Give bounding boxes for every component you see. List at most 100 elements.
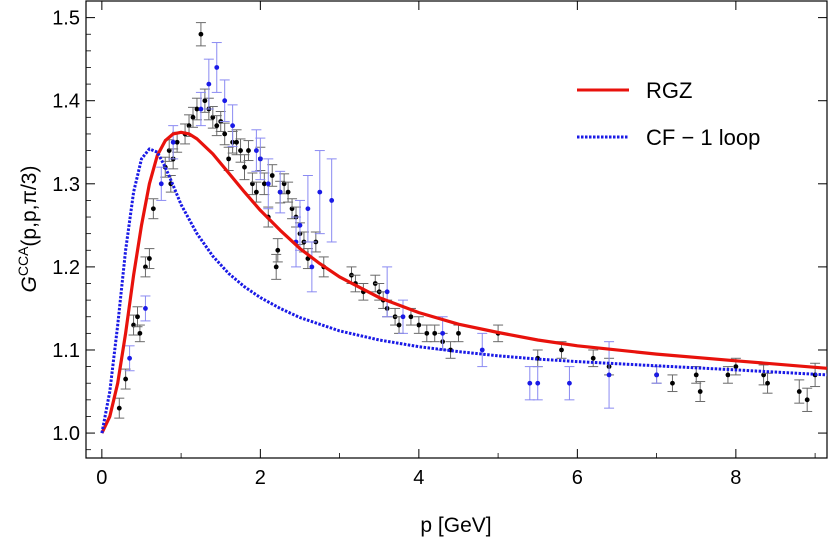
marker	[158, 181, 164, 187]
y-tick-label: 1.1	[52, 340, 80, 362]
marker	[174, 139, 180, 145]
data-point-black	[140, 256, 151, 278]
data-point-black	[762, 372, 773, 394]
data-point-black	[132, 306, 143, 328]
data-point-black	[267, 164, 278, 187]
marker	[242, 164, 247, 170]
data-point-black	[421, 324, 432, 343]
marker	[230, 123, 236, 129]
marker	[400, 314, 406, 320]
data-point-blue	[306, 241, 317, 293]
y-axis-title-args: (p,p,π/3)	[18, 166, 41, 247]
marker	[150, 206, 156, 212]
marker	[206, 81, 212, 87]
data-point-blue	[477, 332, 488, 368]
data-point-blue	[219, 79, 230, 122]
data-point-black	[730, 357, 741, 376]
marker	[277, 189, 283, 195]
data-point-blue	[195, 91, 206, 127]
data-point-blue	[326, 158, 337, 243]
marker	[135, 314, 140, 320]
marker	[432, 330, 438, 336]
data-point-blue	[302, 174, 313, 243]
x-tick-label: 2	[255, 467, 266, 489]
data-point-blue	[604, 341, 615, 409]
data-point-black	[148, 198, 159, 220]
legend-label: RGZ	[646, 78, 692, 103]
data-point-blue	[124, 345, 135, 372]
marker	[479, 347, 485, 353]
data-point-blue	[564, 366, 575, 401]
legend-label: CF − 1 loop	[646, 125, 760, 150]
marker	[670, 380, 675, 386]
data-point-black	[794, 379, 805, 404]
marker	[238, 148, 243, 153]
data-point-black	[259, 172, 270, 196]
data-point-black	[243, 140, 254, 162]
marker	[214, 123, 220, 129]
marker	[535, 380, 541, 386]
marker	[309, 264, 315, 270]
data-point-blue	[255, 137, 266, 181]
marker	[317, 189, 323, 195]
data-point-black	[358, 283, 369, 301]
x-tick-label: 4	[413, 467, 424, 489]
marker	[424, 330, 430, 336]
marker	[257, 156, 263, 162]
data-point-black	[199, 88, 210, 113]
data-point-blue	[437, 316, 448, 351]
marker	[725, 372, 731, 378]
marker	[198, 31, 204, 37]
marker	[590, 355, 596, 361]
data-point-black	[207, 106, 218, 129]
data-point-blue	[211, 42, 222, 93]
y-axis-title-base: G	[18, 276, 41, 292]
marker	[606, 372, 612, 378]
data-point-black	[239, 154, 250, 181]
data-point-black	[271, 253, 282, 280]
marker	[396, 322, 402, 328]
marker	[329, 198, 335, 203]
data-point-black	[231, 129, 242, 156]
data-point-black	[219, 122, 230, 146]
data-point-blue	[382, 266, 393, 318]
marker	[796, 389, 802, 394]
marker	[384, 289, 390, 295]
data-point-blue	[314, 150, 325, 235]
y-tick-label: 1.5	[52, 8, 80, 30]
marker	[527, 380, 533, 386]
data-point-black	[413, 316, 424, 334]
marker	[214, 65, 220, 70]
marker	[234, 139, 239, 145]
series-line-rgz	[100, 130, 828, 434]
marker	[253, 148, 259, 153]
data-point-blue	[532, 366, 543, 401]
lines-layer	[100, 130, 828, 434]
data-point-black	[667, 374, 678, 393]
data-point-blue	[291, 216, 302, 268]
marker	[285, 189, 291, 195]
y-axis-title-sup: CCA	[15, 246, 31, 276]
data-point-blue	[263, 158, 274, 210]
marker	[253, 189, 259, 195]
x-tick-label: 8	[730, 467, 741, 489]
y-tick-label: 1.2	[52, 257, 80, 279]
marker	[697, 389, 703, 394]
data-point-black	[120, 368, 131, 390]
marker	[297, 222, 303, 228]
data-point-blue	[524, 366, 535, 401]
marker	[170, 139, 176, 145]
data-point-black	[211, 115, 222, 137]
marker	[222, 98, 228, 104]
data-point-blue	[275, 170, 286, 214]
data-point-black	[195, 22, 206, 47]
marker	[226, 156, 232, 162]
marker	[275, 247, 281, 253]
marker	[567, 380, 572, 386]
marker	[265, 181, 271, 187]
data-point-black	[695, 381, 706, 402]
marker	[693, 372, 699, 378]
marker	[408, 314, 414, 320]
data-point-black	[247, 172, 258, 196]
